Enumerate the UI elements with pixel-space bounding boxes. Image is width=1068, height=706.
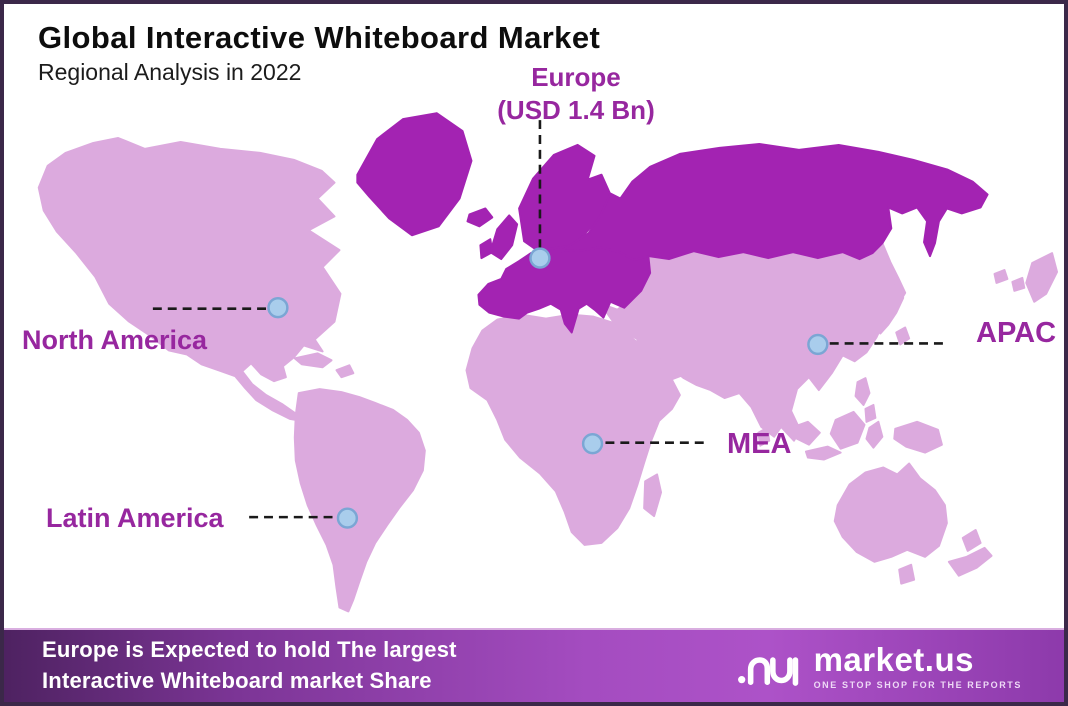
island-sulawesi-shape xyxy=(865,420,884,449)
island-new-guinea-shape xyxy=(893,420,943,454)
region-north-america-shape xyxy=(37,136,342,422)
region-uk-shape xyxy=(489,214,519,261)
island-java-shape xyxy=(804,445,842,461)
leader-lines xyxy=(152,120,944,519)
island-philippines-shape xyxy=(854,377,871,406)
island-sumatra-shape xyxy=(790,420,821,446)
brand-tagline: ONE STOP SHOP FOR THE REPORTS xyxy=(813,679,1022,690)
island-new-zealand-south-shape xyxy=(947,546,993,577)
region-label-latin-america: Latin America xyxy=(46,503,224,533)
region-korea-shape xyxy=(850,317,869,346)
map-regions-default xyxy=(37,136,1059,613)
marker-europe xyxy=(529,247,551,269)
brand-name: market.us xyxy=(813,640,974,678)
region-label-europe-value: (USD 1.4 Bn) xyxy=(497,94,655,125)
footer-caption: Europe is Expected to hold The largest I… xyxy=(42,635,457,697)
region-iceland-shape xyxy=(466,207,494,228)
island-japan-shape xyxy=(873,283,905,335)
page-title: Global Interactive Whiteboard Market xyxy=(38,20,601,55)
region-russia-shape xyxy=(559,142,989,262)
marker-mea xyxy=(581,433,604,455)
marker-apac xyxy=(807,333,829,356)
region-label-europe-name: Europe xyxy=(531,62,621,92)
marker-latin-america xyxy=(336,507,359,529)
footer-caption-line2: Interactive Whiteboard market Share xyxy=(42,668,432,693)
island-sri-lanka-shape xyxy=(757,426,771,447)
footer-banner: Europe is Expected to hold The largest I… xyxy=(4,628,1064,702)
region-label-europe: Europe (USD 1.4 Bn) xyxy=(456,61,696,126)
region-label-apac: APAC xyxy=(976,317,1057,349)
region-ireland-shape xyxy=(479,238,494,260)
brand-text: market.us ONE STOP SHOP FOR THE REPORTS xyxy=(814,643,1022,690)
map-regions-highlighted xyxy=(356,112,989,334)
island-new-zealand-north-shape xyxy=(961,529,982,552)
location-markers xyxy=(267,247,829,529)
island-madagascar-shape xyxy=(643,473,663,518)
island-tasmania-shape xyxy=(898,563,916,585)
world-map xyxy=(37,112,1059,613)
region-label-mea: MEA xyxy=(727,428,792,460)
region-label-north-america: North America xyxy=(22,325,208,355)
island-hispaniola-shape xyxy=(335,364,355,379)
island-borneo-shape xyxy=(829,410,866,450)
island-fragment-east-shape xyxy=(1025,252,1059,303)
island-japan-south-shape xyxy=(895,326,911,346)
region-south-america-shape xyxy=(293,388,426,613)
page-subtitle: Regional Analysis in 2022 xyxy=(38,59,302,85)
region-australia-shape xyxy=(833,462,948,563)
region-greenland-shape xyxy=(356,112,473,237)
island-fragment-east3-shape xyxy=(1011,276,1026,292)
island-cuba-shape xyxy=(293,352,333,369)
marker-north-america xyxy=(267,297,289,319)
marketus-logo-icon xyxy=(737,657,798,686)
brand: market.us ONE STOP SHOP FOR THE REPORTS xyxy=(737,639,1022,693)
header: Global Interactive Whiteboard Market Reg… xyxy=(38,20,600,86)
island-fragment-east2-shape xyxy=(993,268,1009,284)
footer-caption-line1: Europe is Expected to hold The largest xyxy=(42,637,457,663)
island-philippines-south-shape xyxy=(864,403,877,423)
